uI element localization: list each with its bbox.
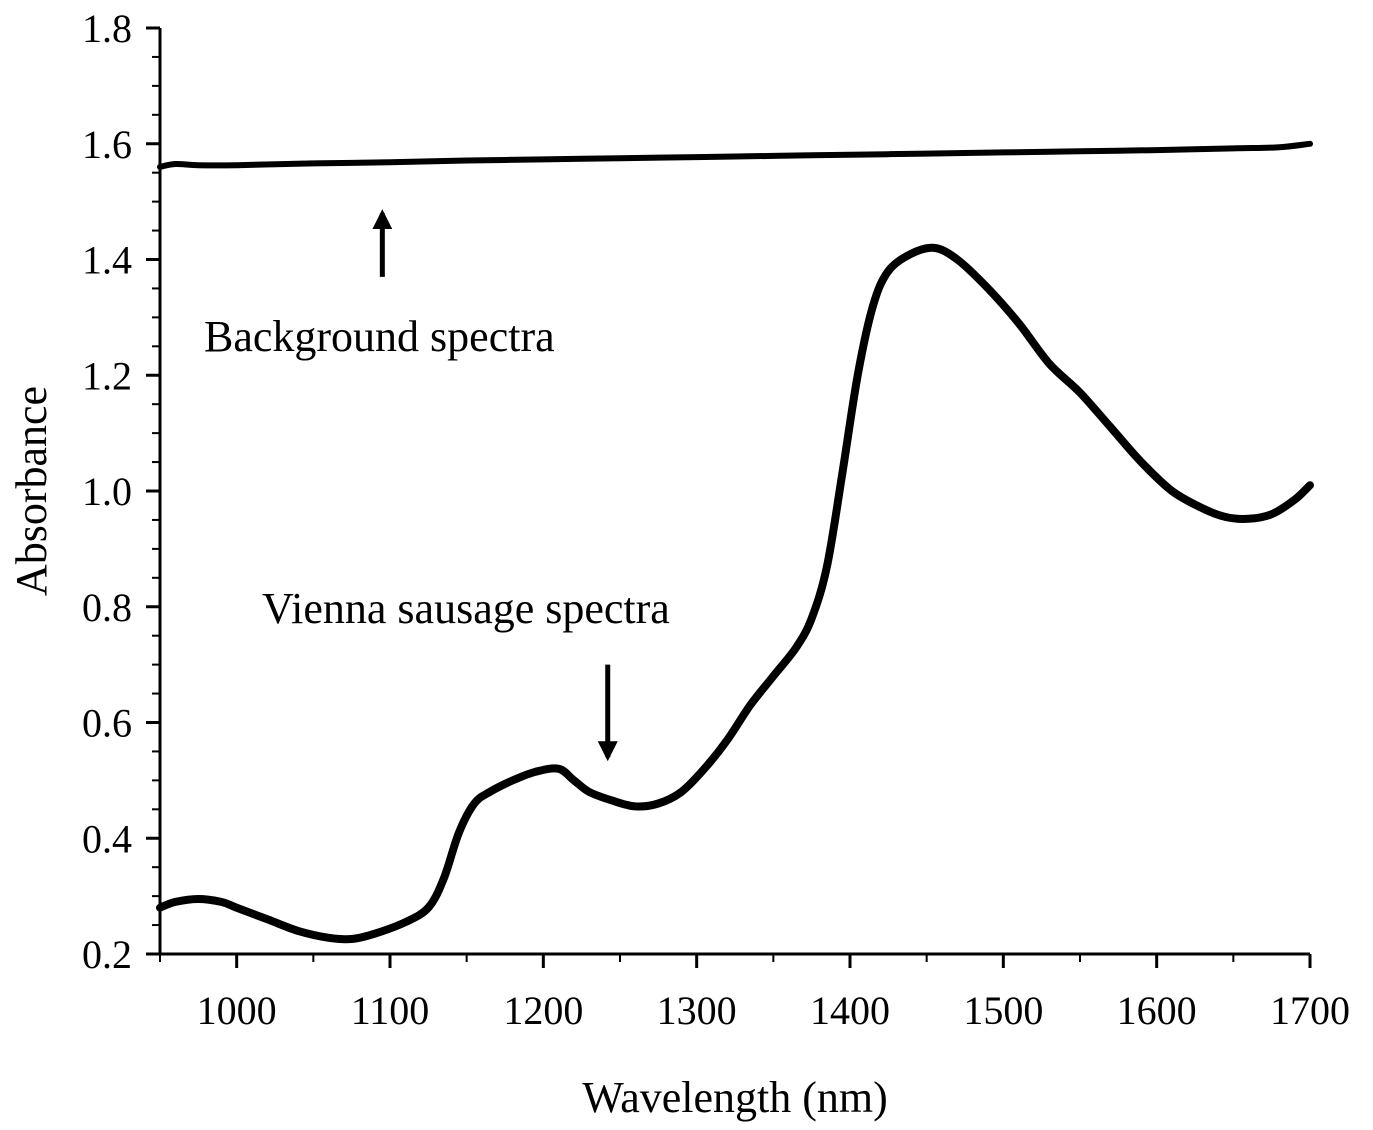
y-tick-label: 1.0: [82, 469, 132, 514]
ticks: 1000 1100 1200 1300 1400 1500 1600 1700 0.2 0.4 0.…: [82, 6, 1350, 1033]
x-tick-label: 1400: [810, 988, 890, 1033]
y-tick-label: 1.6: [82, 122, 132, 167]
y-tick-label: 0.8: [82, 585, 132, 630]
annotations: Background spectra Vienna sausage spectra: [204, 209, 670, 762]
x-tick-label: 1600: [1117, 988, 1197, 1033]
y-tick-label: 1.4: [82, 238, 132, 283]
x-tick-label: 1500: [963, 988, 1043, 1033]
x-tick-label: 1200: [503, 988, 583, 1033]
vienna-sausage-spectra-line: [156, 243, 1314, 944]
series-lines: [156, 140, 1314, 944]
x-tick-label: 1700: [1270, 988, 1350, 1033]
y-tick-label: 0.6: [82, 701, 132, 746]
y-tick-label: 0.2: [82, 932, 132, 977]
x-tick-label: 1000: [197, 988, 277, 1033]
y-tick-label: 1.8: [82, 6, 132, 51]
y-tick-label: 0.4: [82, 816, 132, 861]
x-tick-label: 1300: [657, 988, 737, 1033]
vienna-sausage-spectra-label: Vienna sausage spectra: [262, 584, 670, 633]
background-spectra-label: Background spectra: [204, 312, 555, 361]
x-tick-label: 1100: [351, 988, 430, 1033]
x-axis-title: Wavelength (nm): [582, 1073, 888, 1122]
y-tick-label: 1.2: [82, 353, 132, 398]
background-spectra-line: [157, 140, 1313, 170]
axes: [158, 28, 1310, 956]
y-axis-title: Absorbance: [7, 386, 56, 596]
